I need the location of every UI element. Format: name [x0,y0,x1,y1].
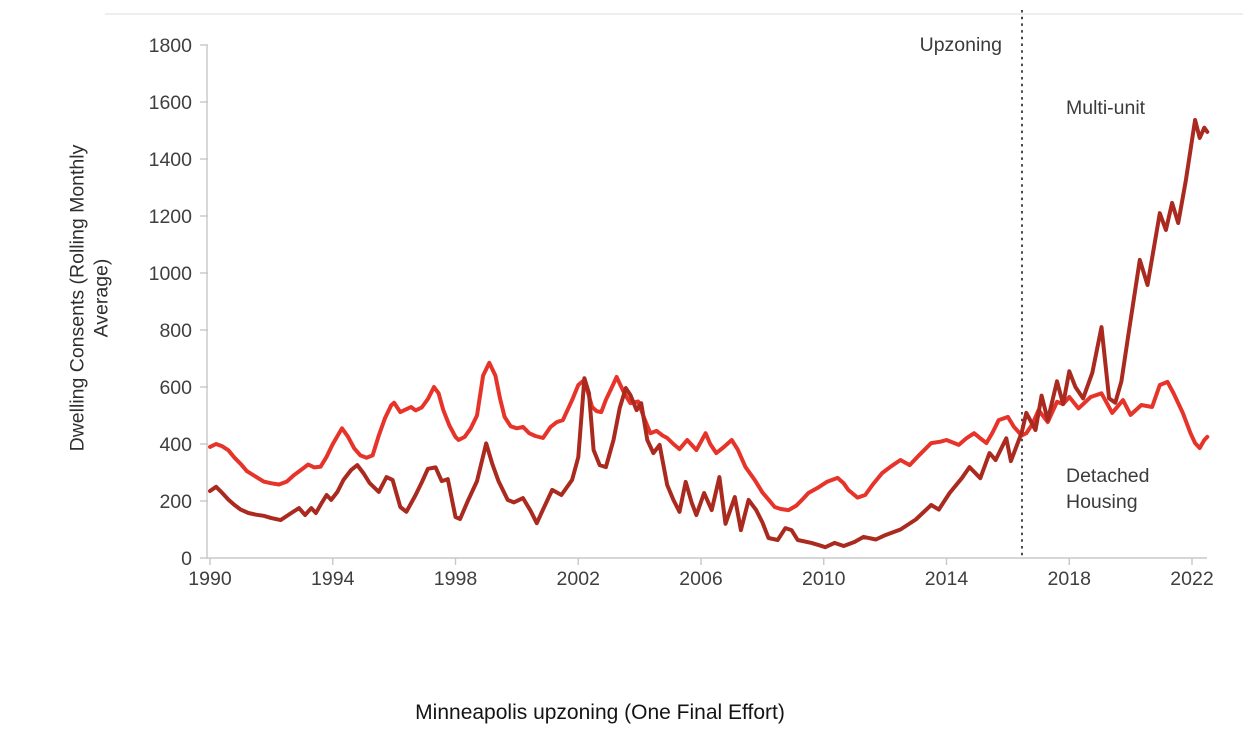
y-axis-tick-label: 800 [159,320,192,342]
y-axis-tick-label: 400 [159,434,192,456]
y-axis-title: Dwelling Consents (Rolling Monthly Avera… [66,144,113,452]
x-axis-tick-label: 2018 [1048,568,1091,590]
x-axis-tick-label: 2006 [679,568,722,590]
x-axis-tick-label: 2014 [925,568,969,590]
y-axis-tick-label: 1800 [149,35,193,57]
y-axis-tick-label: 1200 [149,206,193,228]
y-axis-tick-label: 1600 [149,92,193,114]
x-axis-tick-label: 2002 [557,568,600,590]
multi-unit-series-label: Multi-unit [1066,97,1146,119]
x-axis-tick-label: 1994 [311,568,355,590]
y-axis-tick-label: 0 [181,548,192,570]
y-axis-tick-label: 200 [159,491,192,513]
series-line-multi-unit [208,118,1210,550]
x-axis-tick-label: 2010 [802,568,846,590]
line-chart-canvas: 0 200 400 600 800 1000 1200 1400 1600 1800 1990 199… [105,10,1243,590]
x-axis-tick-label: 1998 [434,568,477,590]
x-axis-tick-label: 2022 [1170,568,1213,590]
y-axis-tick-label: 600 [159,377,192,399]
upzoning-annotation: Upzoning [919,34,1002,56]
chart-caption: Minneapolis upzoning (One Final Effort) [415,701,785,724]
y-axis-tick-label: 1000 [149,263,193,285]
y-axis-tick-label: 1400 [149,149,193,171]
x-axis-tick-label: 1990 [188,568,232,590]
detached-housing-series-label: Detached Housing [1066,465,1150,513]
